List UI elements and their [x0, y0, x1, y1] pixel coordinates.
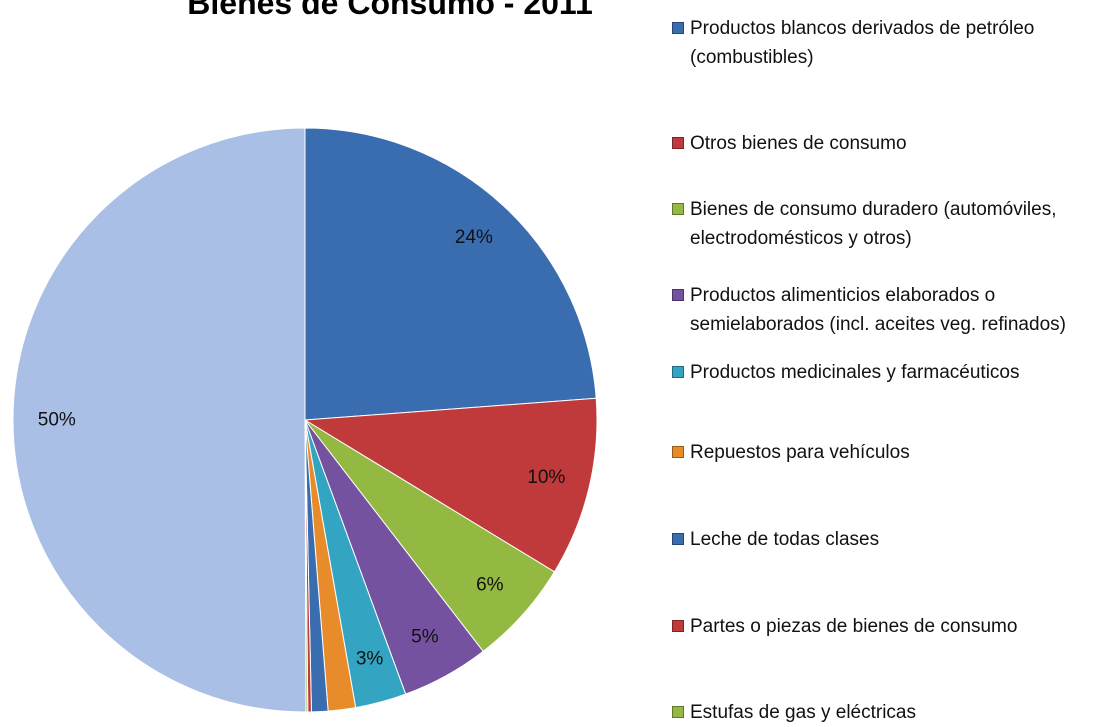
- data-label: 6%: [476, 575, 504, 596]
- legend-item: Productos medicinales y farmacéuticos: [672, 358, 1102, 387]
- data-label: 24%: [455, 227, 493, 248]
- legend-swatch: [672, 289, 684, 301]
- legend-label: Otros bienes de consumo: [690, 133, 907, 154]
- legend-swatch: [672, 446, 684, 458]
- legend-label: Repuestos para vehículos: [690, 442, 910, 463]
- pie-slice: [12, 127, 307, 713]
- data-label: 50%: [38, 409, 76, 430]
- legend-label: Partes o piezas de bienes de consumo: [690, 616, 1018, 637]
- legend-label: Leche de todas clases: [690, 529, 880, 550]
- legend-label: Productos blancos derivados de petróleo …: [690, 18, 1035, 68]
- legend-item: Estufas de gas y eléctricas: [672, 698, 1102, 727]
- legend-item: Leche de todas clases: [672, 525, 1102, 554]
- data-label: 3%: [356, 649, 384, 670]
- pie-slice: [304, 127, 597, 421]
- pie-slice: [303, 397, 598, 573]
- legend-item: Productos alimenticios elaborados o semi…: [672, 281, 1102, 339]
- chart-title: Bienes de Consumo - 2011: [187, 0, 592, 21]
- legend-swatch: [672, 22, 684, 34]
- legend-item: Otros bienes de consumo: [672, 129, 1102, 158]
- legend-item: Repuestos para vehículos: [672, 438, 1102, 467]
- legend-swatch: [672, 203, 684, 215]
- legend-swatch: [672, 366, 684, 378]
- legend-item: Productos blancos derivados de petróleo …: [672, 14, 1102, 72]
- legend-label: Productos medicinales y farmacéuticos: [690, 362, 1020, 383]
- legend-label: Productos alimenticios elaborados o semi…: [690, 285, 1066, 335]
- legend-label: Estufas de gas y eléctricas: [690, 702, 916, 723]
- data-label: 5%: [411, 626, 439, 647]
- legend-item: Partes o piezas de bienes de consumo: [672, 612, 1102, 641]
- legend-swatch: [672, 620, 684, 632]
- legend-swatch: [672, 137, 684, 149]
- legend-swatch: [672, 706, 684, 718]
- legend-item: Bienes de consumo duradero (automóviles,…: [672, 195, 1102, 253]
- data-label: 10%: [527, 467, 565, 488]
- legend-swatch: [672, 533, 684, 545]
- legend-label: Bienes de consumo duradero (automóviles,…: [690, 199, 1057, 249]
